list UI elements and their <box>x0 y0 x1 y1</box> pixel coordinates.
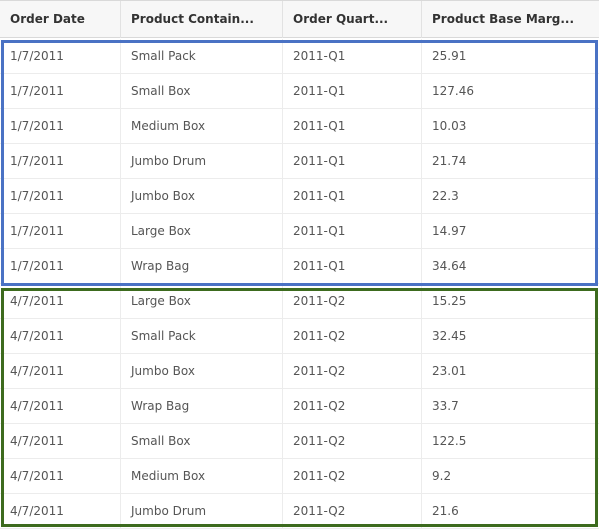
product-base-margin-cell: 32.45 <box>432 329 467 343</box>
product-base-margin-cell: 21.6 <box>432 504 459 518</box>
product-base-margin-cell: 14.97 <box>432 224 467 238</box>
order-date-cell: 4/7/2011 <box>0 494 121 529</box>
table-row[interactable]: 1/7/2011 Small Pack 2011-Q1 25.91 <box>0 39 599 74</box>
product-base-margin-cell: 15.25 <box>432 294 467 308</box>
table-row[interactable]: 4/7/2011 Large Box 2011-Q2 15.25 <box>0 284 599 319</box>
order-date-cell: 1/7/2011 <box>0 39 121 74</box>
product-container-cell: Wrap Bag <box>121 249 283 284</box>
product-base-margin-cell: 127.46 <box>432 84 474 98</box>
order-quarter-cell: 2011-Q2 <box>283 494 422 529</box>
order-quarter-cell: 2011-Q1 <box>283 179 422 214</box>
product-container-cell: Jumbo Drum <box>121 494 283 529</box>
order-date-cell: 4/7/2011 <box>0 284 121 319</box>
column-header-order-date[interactable]: Order Date <box>0 1 121 38</box>
order-date-cell: 1/7/2011 <box>0 144 121 179</box>
product-container-cell: Small Pack <box>121 39 283 74</box>
order-date-cell: 1/7/2011 <box>0 179 121 214</box>
order-quarter-cell: 2011-Q1 <box>283 109 422 144</box>
order-quarter-cell: 2011-Q1 <box>283 39 422 74</box>
product-container-cell: Medium Box <box>121 109 283 144</box>
product-container-cell: Jumbo Box <box>121 354 283 389</box>
order-date-cell: 4/7/2011 <box>0 319 121 354</box>
product-container-cell: Wrap Bag <box>121 389 283 424</box>
table-row[interactable]: 1/7/2011 Jumbo Drum 2011-Q1 21.74 <box>0 144 599 179</box>
order-date-cell: 4/7/2011 <box>0 424 121 459</box>
product-base-margin-cell: 23.01 <box>432 364 467 378</box>
product-base-margin-cell: 122.5 <box>432 434 467 448</box>
table-row[interactable]: 1/7/2011 Jumbo Box 2011-Q1 22.3 <box>0 179 599 214</box>
order-date-cell: 1/7/2011 <box>0 214 121 249</box>
order-date-cell: 1/7/2011 <box>0 74 121 109</box>
order-date-cell: 4/7/2011 <box>0 354 121 389</box>
product-base-margin-cell: 25.91 <box>432 49 467 63</box>
order-date-cell: 1/7/2011 <box>0 109 121 144</box>
column-header-order-quarter[interactable]: Order Quart... <box>283 1 422 38</box>
table-row[interactable]: 1/7/2011 Small Box 2011-Q1 127.46 <box>0 74 599 109</box>
order-quarter-cell: 2011-Q2 <box>283 424 422 459</box>
product-base-margin-cell: 10.03 <box>432 119 467 133</box>
table-row[interactable]: 1/7/2011 Large Box 2011-Q1 14.97 <box>0 214 599 249</box>
product-base-margin-cell: 34.64 <box>432 259 467 273</box>
order-date-cell: 4/7/2011 <box>0 389 121 424</box>
grid-header: Order Date Product Contain... Order Quar… <box>0 0 599 38</box>
order-quarter-cell: 2011-Q2 <box>283 389 422 424</box>
table-row[interactable]: 4/7/2011 Small Box 2011-Q2 122.5 <box>0 424 599 459</box>
table-row[interactable]: 1/7/2011 Medium Box 2011-Q1 10.03 <box>0 109 599 144</box>
product-container-cell: Medium Box <box>121 459 283 494</box>
column-header-product-base-margin[interactable]: Product Base Marg... <box>432 12 575 26</box>
product-container-cell: Small Pack <box>121 319 283 354</box>
table-row[interactable]: 4/7/2011 Wrap Bag 2011-Q2 33.7 <box>0 389 599 424</box>
table-row[interactable]: 4/7/2011 Jumbo Drum 2011-Q2 21.6 <box>0 494 599 529</box>
product-base-margin-cell: 9.2 <box>432 469 452 483</box>
order-quarter-cell: 2011-Q1 <box>283 214 422 249</box>
order-quarter-cell: 2011-Q2 <box>283 459 422 494</box>
product-container-cell: Jumbo Box <box>121 179 283 214</box>
product-container-cell: Large Box <box>121 284 283 319</box>
product-container-cell: Small Box <box>121 424 283 459</box>
product-container-cell: Large Box <box>121 214 283 249</box>
order-quarter-cell: 2011-Q2 <box>283 319 422 354</box>
order-date-cell: 4/7/2011 <box>0 459 121 494</box>
product-base-margin-cell: 33.7 <box>432 399 459 413</box>
table-row[interactable]: 4/7/2011 Medium Box 2011-Q2 9.2 <box>0 459 599 494</box>
order-quarter-cell: 2011-Q2 <box>283 354 422 389</box>
table-row[interactable]: 1/7/2011 Wrap Bag 2011-Q1 34.64 <box>0 249 599 284</box>
order-quarter-cell: 2011-Q2 <box>283 284 422 319</box>
column-header-product-container[interactable]: Product Contain... <box>121 1 283 38</box>
table-row[interactable]: 4/7/2011 Jumbo Box 2011-Q2 23.01 <box>0 354 599 389</box>
product-base-margin-cell: 21.74 <box>432 154 467 168</box>
product-container-cell: Jumbo Drum <box>121 144 283 179</box>
order-quarter-cell: 2011-Q1 <box>283 249 422 284</box>
product-container-cell: Small Box <box>121 74 283 109</box>
table-row[interactable]: 4/7/2011 Small Pack 2011-Q2 32.45 <box>0 319 599 354</box>
order-quarter-cell: 2011-Q1 <box>283 74 422 109</box>
order-date-cell: 1/7/2011 <box>0 249 121 284</box>
product-base-margin-cell: 22.3 <box>432 189 459 203</box>
order-quarter-cell: 2011-Q1 <box>283 144 422 179</box>
